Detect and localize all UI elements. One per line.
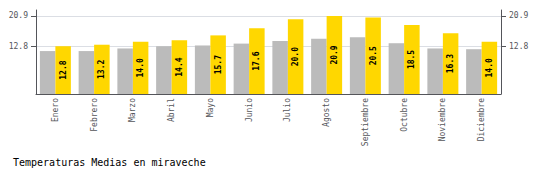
svg-text:12.8: 12.8 xyxy=(59,60,68,79)
svg-text:Marzo: Marzo xyxy=(128,98,137,122)
svg-text:Octubre: Octubre xyxy=(400,98,409,132)
svg-text:14.0: 14.0 xyxy=(485,58,494,77)
svg-text:Enero: Enero xyxy=(51,98,60,122)
svg-text:Abril: Abril xyxy=(167,98,176,122)
svg-text:14.0: 14.0 xyxy=(136,58,145,77)
svg-text:12.8: 12.8 xyxy=(509,42,528,51)
svg-text:14.4: 14.4 xyxy=(175,57,184,76)
svg-text:Agosto: Agosto xyxy=(322,98,331,127)
svg-text:12.8: 12.8 xyxy=(9,42,28,51)
svg-text:20.9: 20.9 xyxy=(509,11,528,20)
svg-text:Mayo: Mayo xyxy=(206,98,215,117)
svg-text:20.9: 20.9 xyxy=(9,11,28,20)
svg-text:Julio: Julio xyxy=(283,98,292,122)
svg-text:Temperaturas Medias en miravec: Temperaturas Medias en miraveche xyxy=(13,157,206,168)
svg-text:17.6: 17.6 xyxy=(252,51,261,70)
svg-text:Junio: Junio xyxy=(245,98,254,122)
svg-text:Diciembre: Diciembre xyxy=(477,98,486,142)
svg-text:Febrero: Febrero xyxy=(90,98,99,132)
svg-text:20.9: 20.9 xyxy=(330,45,339,64)
svg-text:13.2: 13.2 xyxy=(97,60,106,79)
svg-text:16.3: 16.3 xyxy=(446,54,455,73)
svg-text:15.7: 15.7 xyxy=(214,55,223,74)
svg-text:20.5: 20.5 xyxy=(369,46,378,65)
svg-text:20.0: 20.0 xyxy=(291,47,300,66)
svg-text:Septiembre: Septiembre xyxy=(361,98,370,146)
svg-text:Noviembre: Noviembre xyxy=(438,98,447,142)
svg-text:18.5: 18.5 xyxy=(407,50,416,69)
